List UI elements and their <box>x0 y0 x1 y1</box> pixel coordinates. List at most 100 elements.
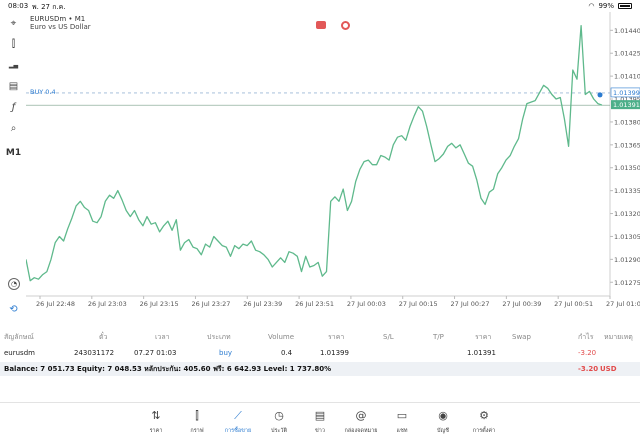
buy-entry-marker[interactable] <box>597 92 603 98</box>
battery-level: 99% <box>598 2 614 10</box>
position-symbol: eurusdm <box>4 349 35 357</box>
accounts-icon: ◉ <box>438 409 448 422</box>
nav-history-label: ประวัติ <box>270 428 288 434</box>
col-symbol: สัญลักษณ์ <box>4 333 34 341</box>
x-tick-label: 26 Jul 23:51 <box>295 300 334 308</box>
candlestick-icon[interactable]: ⫿ <box>11 39 16 50</box>
battery-icon <box>618 3 632 9</box>
nav-quotes-label: ราคา <box>149 428 163 434</box>
y-tick-label: 1.01365 <box>614 141 640 149</box>
chart-description: Euro vs US Dollar <box>30 23 91 31</box>
mailbox-icon: @ <box>355 409 367 422</box>
nav-news-label: ข่าว <box>315 428 325 434</box>
col-type: ประเภท <box>207 333 231 341</box>
nav-mailbox[interactable]: @ กล่องจดหมาย <box>341 409 381 435</box>
chart-symbol: EURUSDm • M1 <box>30 15 86 23</box>
current-price-tag <box>611 100 640 110</box>
y-tick-label: 1.01440 <box>614 27 640 35</box>
position-open-price: 1.01399 <box>320 349 349 357</box>
col-tp: T/P <box>433 333 444 341</box>
nav-quotes[interactable]: ⇅ ราคา <box>136 409 176 435</box>
status-bar: 08:03 พ. 27 ก.ค. ◠ 99% <box>0 0 640 12</box>
history-icon: ◷ <box>274 409 284 422</box>
trade-icon[interactable]: ⟲ <box>9 304 18 315</box>
position-volume: 0.4 <box>281 349 293 357</box>
x-tick-label: 27 Jul 00:03 <box>347 300 386 308</box>
chart-toolbar: ⌖ ⫿ ▂▄ ▤ ƒ ⌕ M1 ◔ ⟲ <box>0 12 26 320</box>
nav-trade[interactable]: ⟋ การซื้อขาย <box>218 409 258 435</box>
y-tick-label: 1.01380 <box>614 118 640 126</box>
col-swap: Swap <box>512 333 531 341</box>
current-price-label: 1.01391 <box>613 101 640 109</box>
positions-header: สัญลักษณ์ ตั๋ว เวลา ประเภท Volume ราคา S… <box>0 331 640 343</box>
y-tick-label: 1.01425 <box>614 50 640 58</box>
settings-icon: ⚙ <box>479 409 489 422</box>
y-tick-label: 1.01350 <box>614 164 640 172</box>
y-tick-label: 1.01395 <box>614 96 640 104</box>
one-click-buy-icon[interactable] <box>341 21 350 30</box>
nav-chat[interactable]: ▭ แชท <box>382 409 422 435</box>
objects-icon[interactable]: ▤ <box>8 81 19 92</box>
position-current-price: 1.01391 <box>467 349 496 357</box>
x-tick-label: 26 Jul 23:15 <box>140 300 179 308</box>
nav-mailbox-label: กล่องจดหมาย <box>344 428 378 434</box>
nav-accounts-label: บัญชี <box>437 428 449 434</box>
nav-history[interactable]: ◷ ประวัติ <box>259 409 299 435</box>
col-comment: หมายเหตุ <box>604 333 633 341</box>
y-tick-label: 1.01335 <box>614 187 640 195</box>
nav-chat-label: แชท <box>396 428 408 434</box>
nav-trade-label: การซื้อขาย <box>224 428 252 434</box>
x-tick-label: 26 Jul 23:03 <box>88 300 127 308</box>
crosshair-icon[interactable]: ⌖ <box>10 18 17 29</box>
bottom-navigation: ⇅ ราคา ⫿ กราฟ ⟋ การซื้อขาย ◷ ประวัติ ▤ ข… <box>0 402 640 447</box>
nav-news[interactable]: ▤ ข่าว <box>300 409 340 435</box>
profit-currency: USD <box>600 365 617 373</box>
col-sl: S/L <box>383 333 394 341</box>
trade-icon: ⟋ <box>234 409 242 422</box>
x-tick-label: 27 Jul 00:51 <box>554 300 593 308</box>
x-tick-label: 27 Jul 00:27 <box>451 300 490 308</box>
col-time: เวลา <box>155 333 170 341</box>
total-profit: -3.20 <box>578 365 599 373</box>
y-tick-label: 1.01320 <box>614 210 640 218</box>
position-profit: -3.20 <box>578 349 597 357</box>
nav-settings-label: การตั้งค่า <box>472 428 496 434</box>
price-chart[interactable]: 1.01440 1.01425 1.01410 1.01395 1.01380 1.013… <box>26 12 640 320</box>
nav-chart-label: กราฟ <box>190 428 204 434</box>
position-ticket: 243031172 <box>74 349 115 357</box>
x-tick-label: 26 Jul 23:27 <box>191 300 230 308</box>
buy-position-label[interactable]: BUY 0.4 <box>30 88 56 96</box>
shapes-icon[interactable]: ⌕ <box>10 123 17 134</box>
y-tick-label: 1.01305 <box>614 233 640 241</box>
wifi-icon: ◠ <box>588 2 595 10</box>
price-series-line <box>26 25 603 282</box>
col-profit: กำไร <box>578 333 594 341</box>
x-tick-label: 27 Jul 00:39 <box>502 300 541 308</box>
position-time: 07.27 01:03 <box>134 349 177 357</box>
col-price: ราคา <box>328 333 345 341</box>
position-row[interactable]: eurusdm 243031172 07.27 01:03 buy 0.4 1.… <box>0 347 640 360</box>
quotes-icon: ⇅ <box>151 409 161 422</box>
function-icon[interactable]: ƒ <box>11 102 16 113</box>
col-volume: Volume <box>268 333 295 341</box>
buy-price-label: 1.01399 <box>613 89 640 97</box>
nav-settings[interactable]: ⚙ การตั้งค่า <box>464 409 504 435</box>
gauge-icon[interactable]: ◔ <box>8 278 20 290</box>
y-tick-label: 1.01290 <box>614 256 640 264</box>
nav-accounts[interactable]: ◉ บัญชี <box>423 409 463 435</box>
chart-icon: ⫿ <box>195 409 199 422</box>
x-tick-label: 27 Jul 00:15 <box>399 300 438 308</box>
timeframe-button[interactable]: M1 <box>5 147 22 158</box>
position-type: buy <box>219 349 233 357</box>
nav-chart[interactable]: ⫿ กราฟ <box>177 409 217 435</box>
balance-text: Balance: 7 051.73 Equity: 7 048.53 หลักป… <box>4 365 332 373</box>
chart-canvas[interactable]: 1.01440 1.01425 1.01410 1.01395 1.01380 1.013… <box>26 12 640 320</box>
y-tick-label: 1.01410 <box>614 73 640 81</box>
x-tick-label: 27 Jul 01:03 <box>606 300 640 308</box>
one-click-sell-icon[interactable] <box>316 21 326 29</box>
news-icon: ▤ <box>314 409 326 422</box>
x-tick-label: 26 Jul 23:39 <box>243 300 282 308</box>
x-tick-label: 26 Jul 22:48 <box>36 300 75 308</box>
col-ticket: ตั๋ว <box>99 333 108 341</box>
indicators-icon[interactable]: ▂▄ <box>8 62 19 69</box>
